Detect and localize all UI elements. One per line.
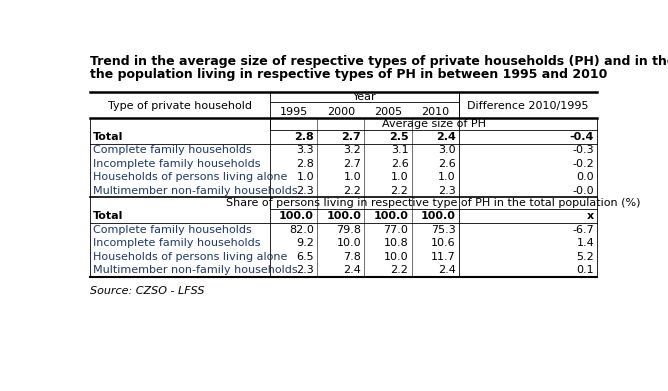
Text: -0.0: -0.0 xyxy=(572,186,595,196)
Text: 2.2: 2.2 xyxy=(343,186,361,196)
Text: 2.2: 2.2 xyxy=(391,186,408,196)
Text: Complete family households: Complete family households xyxy=(93,224,252,235)
Text: 100.0: 100.0 xyxy=(373,211,408,221)
Text: Multimember non-family households: Multimember non-family households xyxy=(93,186,297,196)
Text: 2.3: 2.3 xyxy=(438,186,456,196)
Text: the population living in respective types of PH in between 1995 and 2010: the population living in respective type… xyxy=(90,68,607,81)
Text: Trend in the average size of respective types of private households (PH) and in : Trend in the average size of respective … xyxy=(90,55,668,68)
Text: Households of persons living alone: Households of persons living alone xyxy=(93,251,287,262)
Text: 2.8: 2.8 xyxy=(296,159,314,169)
Text: Share of persons living in respective type of PH in the total population (%): Share of persons living in respective ty… xyxy=(226,198,641,208)
Text: 2000: 2000 xyxy=(327,107,355,117)
Text: 2010: 2010 xyxy=(421,107,449,117)
Text: 2.5: 2.5 xyxy=(389,132,408,142)
Text: 1.0: 1.0 xyxy=(391,172,408,182)
Text: 1.0: 1.0 xyxy=(438,172,456,182)
Text: 2.4: 2.4 xyxy=(436,132,456,142)
Text: 1995: 1995 xyxy=(279,107,308,117)
Text: -0.2: -0.2 xyxy=(572,159,595,169)
Text: Total: Total xyxy=(93,211,123,221)
Text: 6.5: 6.5 xyxy=(297,251,314,262)
Text: Year: Year xyxy=(353,92,376,102)
Text: 100.0: 100.0 xyxy=(279,211,314,221)
Text: 0.1: 0.1 xyxy=(576,265,595,275)
Text: 2.6: 2.6 xyxy=(438,159,456,169)
Text: 3.2: 3.2 xyxy=(343,145,361,155)
Text: 100.0: 100.0 xyxy=(327,211,361,221)
Text: Difference 2010/1995: Difference 2010/1995 xyxy=(468,101,589,111)
Text: 79.8: 79.8 xyxy=(336,224,361,235)
Text: Source: CZSO - LFSS: Source: CZSO - LFSS xyxy=(90,286,204,296)
Text: 10.8: 10.8 xyxy=(383,238,408,248)
Text: 2.4: 2.4 xyxy=(343,265,361,275)
Text: 75.3: 75.3 xyxy=(431,224,456,235)
Text: 2.4: 2.4 xyxy=(438,265,456,275)
Text: 2.7: 2.7 xyxy=(343,159,361,169)
Text: 1.0: 1.0 xyxy=(343,172,361,182)
Text: Total: Total xyxy=(93,132,123,142)
Text: Incomplete family households: Incomplete family households xyxy=(93,159,261,169)
Text: 3.0: 3.0 xyxy=(438,145,456,155)
Text: 82.0: 82.0 xyxy=(289,224,314,235)
Text: -0.4: -0.4 xyxy=(570,132,595,142)
Text: -0.3: -0.3 xyxy=(572,145,595,155)
Text: 2.8: 2.8 xyxy=(295,132,314,142)
Text: 9.2: 9.2 xyxy=(296,238,314,248)
Text: Complete family households: Complete family households xyxy=(93,145,252,155)
Text: 77.0: 77.0 xyxy=(383,224,408,235)
Text: 7.8: 7.8 xyxy=(343,251,361,262)
Text: Households of persons living alone: Households of persons living alone xyxy=(93,172,287,182)
Text: 2.3: 2.3 xyxy=(297,265,314,275)
Text: 11.7: 11.7 xyxy=(431,251,456,262)
Text: 10.6: 10.6 xyxy=(431,238,456,248)
Text: Incomplete family households: Incomplete family households xyxy=(93,238,261,248)
Text: 3.3: 3.3 xyxy=(297,145,314,155)
Text: 2.6: 2.6 xyxy=(391,159,408,169)
Text: 0.0: 0.0 xyxy=(576,172,595,182)
Text: 10.0: 10.0 xyxy=(337,238,361,248)
Text: Average size of PH: Average size of PH xyxy=(381,119,486,129)
Text: x: x xyxy=(587,211,595,221)
Text: 2.3: 2.3 xyxy=(297,186,314,196)
Text: 2.7: 2.7 xyxy=(341,132,361,142)
Text: 2.2: 2.2 xyxy=(391,265,408,275)
Text: 1.0: 1.0 xyxy=(297,172,314,182)
Text: Type of private household: Type of private household xyxy=(108,101,252,111)
Text: 5.2: 5.2 xyxy=(576,251,595,262)
Text: 100.0: 100.0 xyxy=(421,211,456,221)
Text: 1.4: 1.4 xyxy=(576,238,595,248)
Text: 3.1: 3.1 xyxy=(391,145,408,155)
Text: 10.0: 10.0 xyxy=(384,251,408,262)
Text: 2005: 2005 xyxy=(374,107,402,117)
Text: Multimember non-family households: Multimember non-family households xyxy=(93,265,297,275)
Text: -6.7: -6.7 xyxy=(572,224,595,235)
